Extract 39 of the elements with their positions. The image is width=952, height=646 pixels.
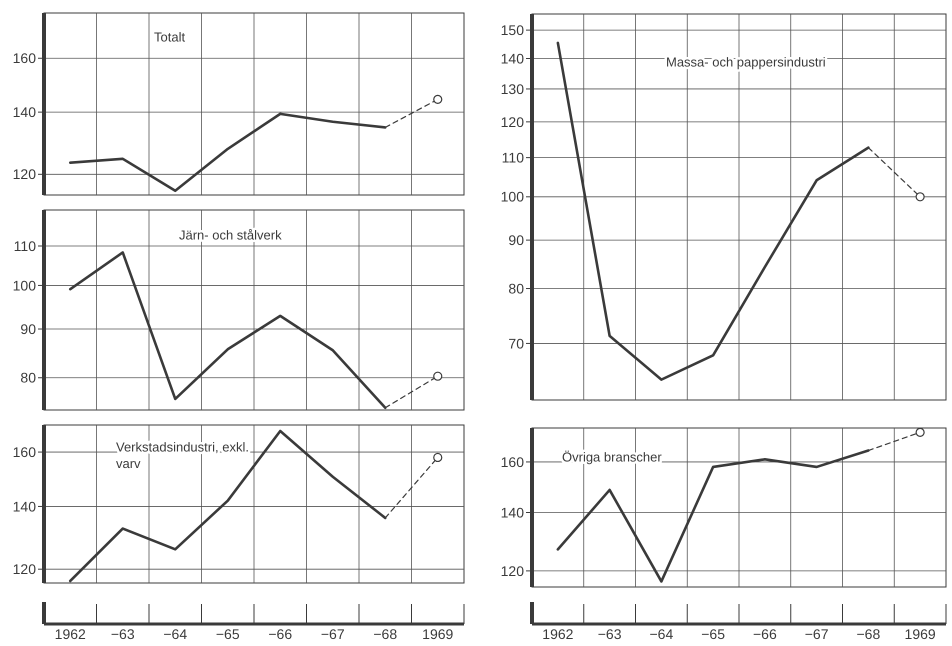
y-tick-label: 120: [500, 114, 524, 130]
x-tick-label: −64: [650, 626, 674, 642]
y-tick-label: 120: [500, 562, 524, 579]
y-tick-label: 100: [500, 188, 524, 205]
x-tick-label: 1962: [54, 626, 86, 642]
y-tick-label: 80: [508, 280, 524, 296]
y-tick-label: 110: [502, 150, 524, 166]
y-tick-label: 90: [508, 232, 524, 248]
y-tick-label: 70: [508, 335, 524, 352]
x-tick-label: 1969: [904, 626, 936, 642]
x-tick-label: −65: [216, 626, 240, 642]
y-tick-label: 80: [20, 370, 36, 386]
x-tick-label: −63: [598, 626, 622, 642]
y-tick-label: 150: [500, 22, 524, 38]
y-tick-label: 140: [500, 50, 524, 66]
y-tick-label: 120: [12, 561, 36, 578]
x-tick-label: −68: [373, 626, 398, 642]
y-tick-label: 120: [12, 166, 36, 182]
x-tick-label: −68: [856, 626, 880, 642]
x-tick-label: −66: [753, 626, 777, 642]
y-tick-label: 140: [12, 104, 36, 120]
x-tick-label: 1969: [422, 626, 454, 642]
x-tick-label: −67: [320, 626, 345, 642]
y-tick-label: 140: [12, 498, 36, 514]
y-tick-label: 110: [14, 238, 36, 254]
x-tick-label: −66: [268, 626, 292, 642]
y-tick-label: 160: [12, 50, 36, 66]
y-tick-label: 130: [500, 80, 524, 97]
x-tick-label: −65: [701, 626, 726, 642]
y-tick-label: 90: [20, 320, 36, 337]
y-tick-label: 100: [12, 277, 36, 294]
text: Totalt: [154, 30, 186, 45]
y-tick-label: 160: [12, 444, 36, 460]
y-tick-label: 140: [500, 504, 524, 520]
x-tick-label: −64: [163, 626, 188, 642]
x-tick-label: −63: [110, 626, 135, 642]
x-tick-label: −67: [804, 626, 829, 642]
x-tick-label: 1962: [542, 626, 574, 642]
y-tick-label: 160: [500, 454, 524, 470]
